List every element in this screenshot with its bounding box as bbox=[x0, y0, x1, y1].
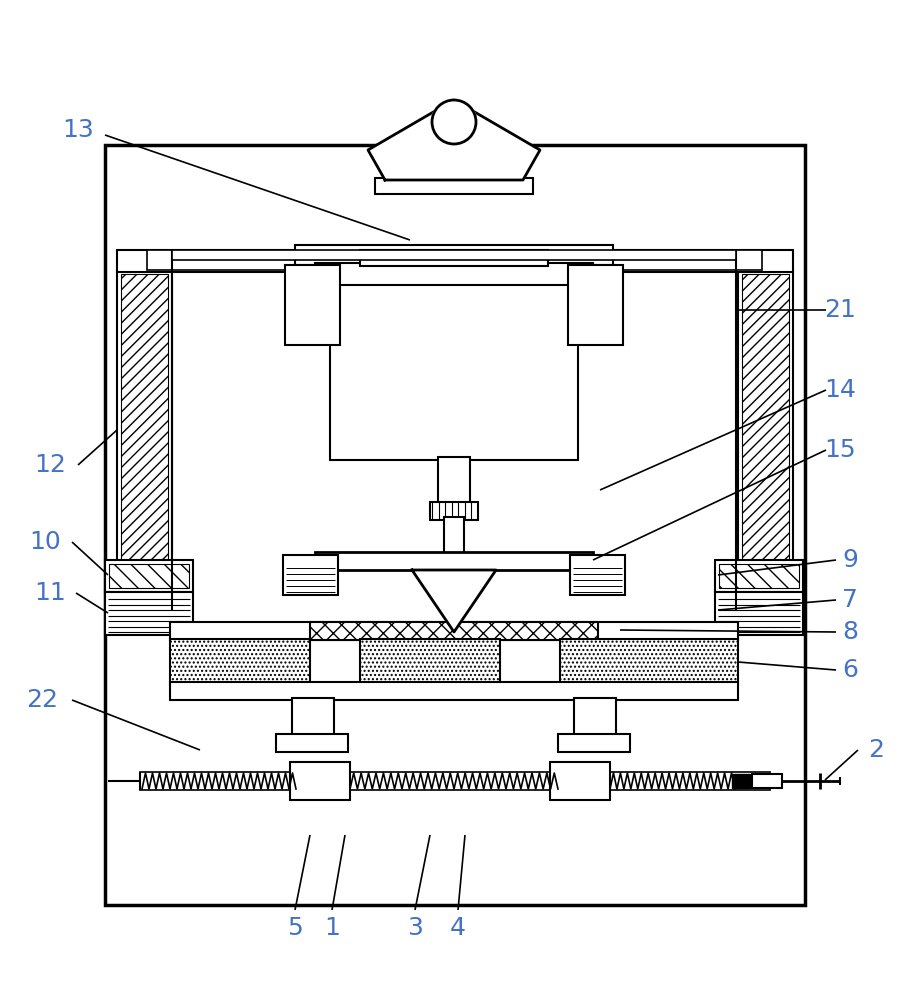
Bar bbox=[742, 274, 789, 606]
Text: 14: 14 bbox=[824, 378, 856, 402]
Bar bbox=[147, 250, 762, 270]
Bar bbox=[752, 774, 782, 788]
Text: 8: 8 bbox=[842, 620, 858, 644]
Bar bbox=[715, 592, 803, 635]
Text: 6: 6 bbox=[842, 658, 858, 682]
Bar bbox=[732, 774, 750, 788]
Bar bbox=[276, 734, 348, 752]
Bar bbox=[574, 698, 616, 742]
Text: 2: 2 bbox=[868, 738, 884, 762]
Bar bbox=[117, 270, 172, 610]
Bar bbox=[738, 270, 793, 610]
Bar bbox=[117, 250, 793, 272]
Text: 1: 1 bbox=[324, 916, 340, 940]
Bar bbox=[105, 592, 193, 635]
Bar bbox=[550, 762, 610, 800]
Bar bbox=[283, 555, 338, 595]
Bar bbox=[310, 622, 598, 640]
Text: 13: 13 bbox=[62, 118, 94, 142]
Bar bbox=[140, 772, 770, 790]
Bar bbox=[360, 639, 500, 685]
Text: 15: 15 bbox=[824, 438, 856, 462]
Bar bbox=[315, 263, 593, 285]
Bar bbox=[430, 502, 478, 520]
Bar bbox=[170, 682, 738, 700]
Bar bbox=[290, 762, 350, 800]
Bar bbox=[105, 145, 805, 905]
Circle shape bbox=[432, 100, 476, 144]
Bar bbox=[170, 622, 738, 640]
Bar bbox=[315, 552, 593, 570]
Bar bbox=[170, 639, 310, 685]
Text: 11: 11 bbox=[34, 581, 66, 605]
Bar bbox=[438, 457, 470, 505]
Bar bbox=[105, 560, 193, 592]
Bar bbox=[444, 517, 464, 555]
Text: 9: 9 bbox=[842, 548, 858, 572]
Text: 3: 3 bbox=[407, 916, 423, 940]
Bar bbox=[560, 639, 738, 685]
Bar bbox=[568, 265, 623, 345]
Bar bbox=[360, 250, 548, 266]
Polygon shape bbox=[368, 100, 540, 180]
Bar bbox=[295, 245, 613, 265]
Bar bbox=[172, 250, 736, 260]
Bar bbox=[715, 560, 803, 592]
Polygon shape bbox=[412, 570, 496, 632]
Text: 21: 21 bbox=[824, 298, 856, 322]
Text: 7: 7 bbox=[842, 588, 858, 612]
Bar bbox=[330, 265, 578, 460]
Text: 5: 5 bbox=[287, 916, 303, 940]
Bar bbox=[719, 564, 799, 588]
Text: 10: 10 bbox=[29, 530, 61, 554]
Bar bbox=[292, 698, 334, 742]
Bar bbox=[285, 265, 340, 345]
Bar bbox=[121, 274, 168, 606]
Bar bbox=[375, 178, 533, 194]
Text: 4: 4 bbox=[450, 916, 466, 940]
Text: 22: 22 bbox=[26, 688, 58, 712]
Bar bbox=[570, 555, 625, 595]
Bar bbox=[109, 564, 189, 588]
Bar bbox=[558, 734, 630, 752]
Text: 12: 12 bbox=[34, 453, 66, 477]
